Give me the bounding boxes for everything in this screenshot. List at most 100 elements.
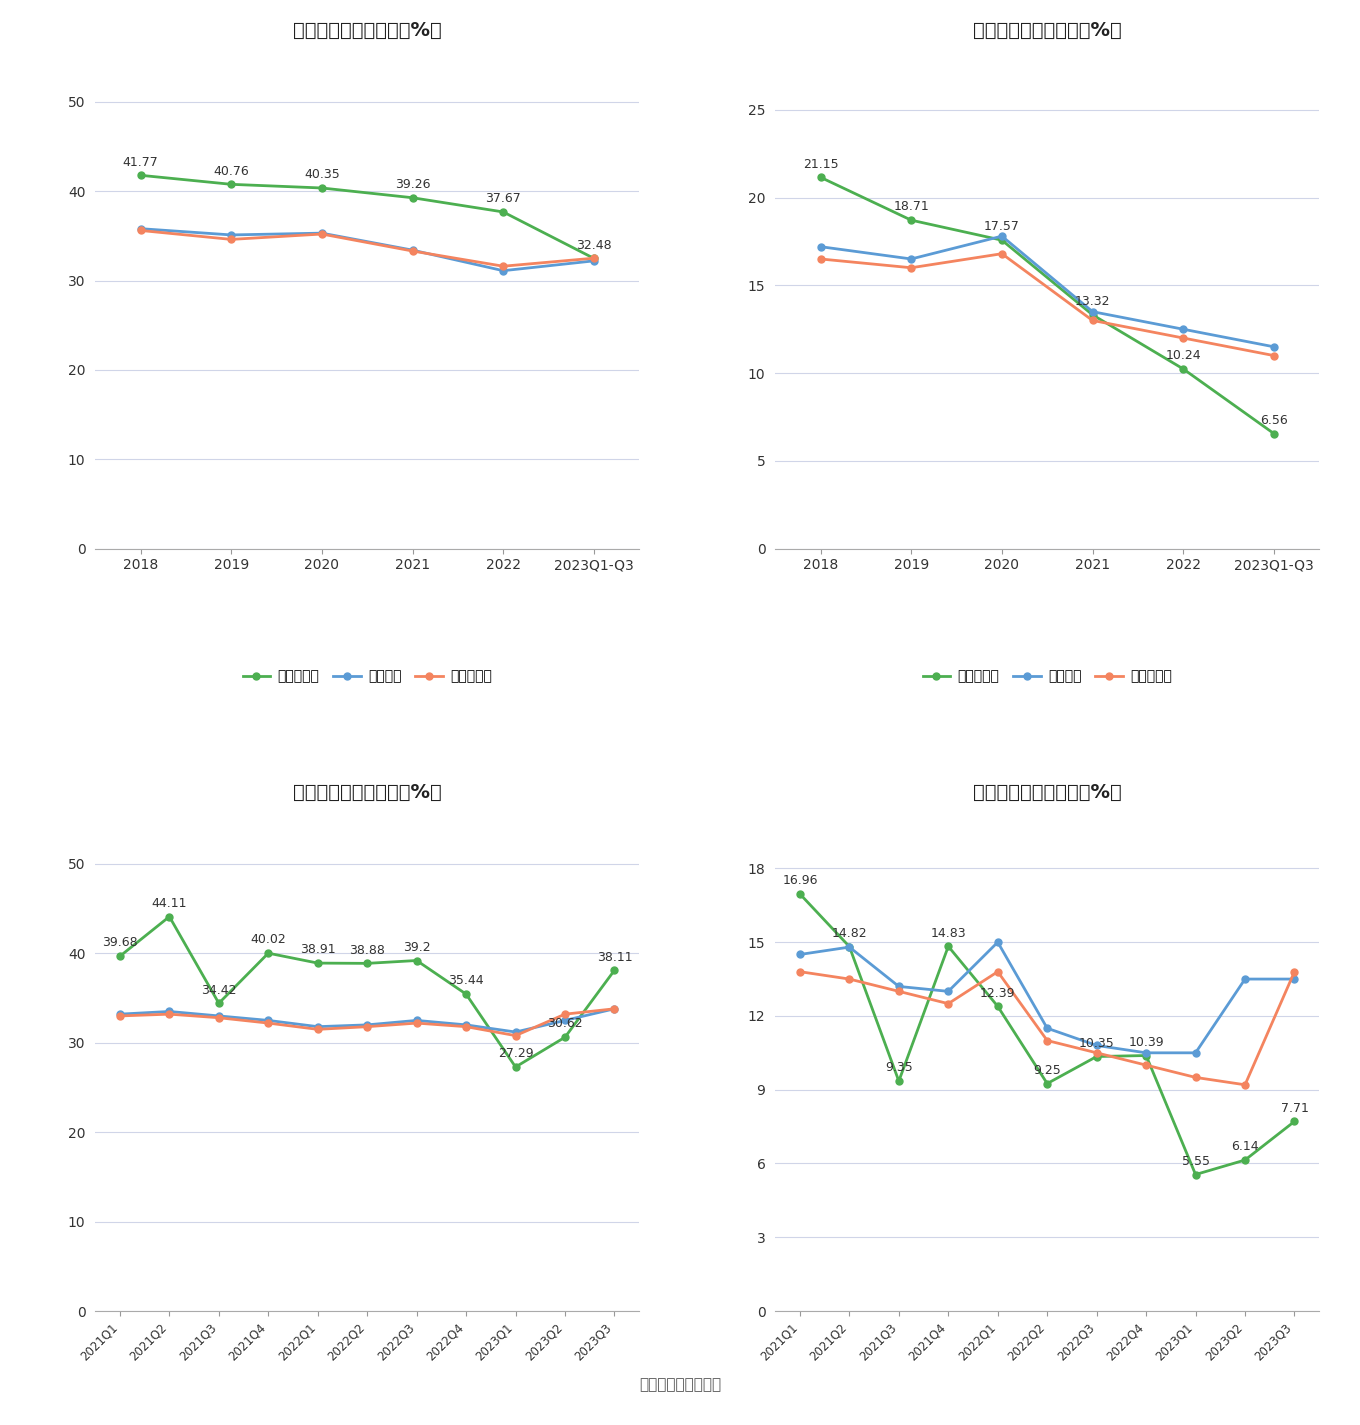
Text: 9.25: 9.25 bbox=[1034, 1064, 1061, 1077]
公司毛利率 bbox=[162, 908, 178, 925]
Title: 历年净利率变化情况（%）: 历年净利率变化情况（%） bbox=[972, 21, 1122, 40]
行业均值 bbox=[1138, 1045, 1155, 1062]
行业中位数 bbox=[990, 963, 1006, 980]
Line: 行业均值: 行业均值 bbox=[117, 1005, 617, 1036]
公司净利率 bbox=[1287, 1113, 1303, 1130]
Title: 季度净利率变化情况（%）: 季度净利率变化情况（%） bbox=[972, 784, 1122, 802]
Text: 40.35: 40.35 bbox=[305, 168, 340, 181]
Line: 行业中位数: 行业中位数 bbox=[797, 968, 1297, 1089]
行业中位数 bbox=[1236, 1076, 1253, 1093]
公司毛利率 bbox=[310, 955, 326, 972]
公司毛利率 bbox=[495, 204, 511, 221]
Text: 16.96: 16.96 bbox=[782, 875, 817, 888]
Text: 39.2: 39.2 bbox=[403, 940, 431, 953]
Text: 5.55: 5.55 bbox=[1182, 1154, 1209, 1168]
行业均值 bbox=[314, 225, 330, 242]
行业均值 bbox=[260, 1012, 276, 1029]
Line: 公司毛利率: 公司毛利率 bbox=[137, 172, 597, 262]
行业均值 bbox=[223, 227, 239, 244]
公司毛利率 bbox=[556, 1029, 573, 1046]
行业均值 bbox=[1287, 970, 1303, 988]
Text: 6.56: 6.56 bbox=[1259, 413, 1288, 427]
行业均值 bbox=[211, 1007, 227, 1025]
公司净利率 bbox=[792, 885, 808, 902]
公司毛利率 bbox=[586, 249, 602, 266]
行业中位数 bbox=[1287, 963, 1303, 980]
行业均值 bbox=[1266, 338, 1282, 355]
行业均值 bbox=[556, 1012, 573, 1029]
行业中位数 bbox=[1266, 348, 1282, 365]
Line: 行业均值: 行业均值 bbox=[817, 232, 1277, 351]
行业均值 bbox=[940, 983, 956, 1000]
公司净利率 bbox=[1175, 361, 1191, 378]
行业均值 bbox=[607, 1000, 623, 1017]
公司毛利率 bbox=[404, 190, 420, 207]
Text: 41.77: 41.77 bbox=[122, 155, 158, 168]
行业中位数 bbox=[359, 1017, 375, 1035]
行业中位数 bbox=[1175, 329, 1191, 346]
公司毛利率 bbox=[132, 167, 148, 184]
行业均值 bbox=[132, 219, 148, 237]
公司净利率 bbox=[940, 938, 956, 955]
行业均值 bbox=[812, 238, 828, 255]
行业中位数 bbox=[607, 1000, 623, 1017]
Text: 32.48: 32.48 bbox=[577, 238, 612, 252]
Text: 38.91: 38.91 bbox=[301, 943, 336, 956]
Text: 数据来源：恒生聚源: 数据来源：恒生聚源 bbox=[639, 1378, 721, 1392]
Text: 10.39: 10.39 bbox=[1129, 1036, 1164, 1049]
Text: 35.44: 35.44 bbox=[449, 975, 484, 988]
行业中位数 bbox=[1138, 1056, 1155, 1073]
行业中位数 bbox=[260, 1015, 276, 1032]
行业中位数 bbox=[404, 242, 420, 259]
行业中位数 bbox=[792, 963, 808, 980]
行业均值 bbox=[842, 939, 858, 956]
Line: 行业中位数: 行业中位数 bbox=[137, 227, 597, 269]
公司净利率 bbox=[1084, 306, 1100, 323]
Text: 13.32: 13.32 bbox=[1074, 295, 1110, 308]
行业中位数 bbox=[891, 983, 907, 1000]
行业均值 bbox=[495, 262, 511, 279]
Line: 行业中位数: 行业中位数 bbox=[117, 1005, 617, 1039]
公司毛利率 bbox=[458, 986, 475, 1003]
公司净利率 bbox=[1138, 1047, 1155, 1064]
行业中位数 bbox=[1187, 1069, 1204, 1086]
公司毛利率 bbox=[211, 995, 227, 1012]
Text: 37.67: 37.67 bbox=[486, 192, 521, 205]
Line: 公司毛利率: 公司毛利率 bbox=[117, 913, 617, 1070]
行业中位数 bbox=[507, 1027, 524, 1045]
行业中位数 bbox=[842, 970, 858, 988]
行业中位数 bbox=[112, 1007, 128, 1025]
公司净利率 bbox=[990, 997, 1006, 1015]
公司毛利率 bbox=[314, 180, 330, 197]
公司净利率 bbox=[994, 232, 1010, 249]
Text: 12.39: 12.39 bbox=[981, 986, 1016, 999]
行业均值 bbox=[1187, 1045, 1204, 1062]
行业均值 bbox=[1175, 321, 1191, 338]
行业中位数 bbox=[994, 245, 1010, 262]
Text: 9.35: 9.35 bbox=[885, 1062, 913, 1074]
Text: 10.35: 10.35 bbox=[1078, 1037, 1115, 1050]
Text: 14.82: 14.82 bbox=[831, 926, 868, 940]
公司净利率 bbox=[1088, 1047, 1104, 1064]
公司毛利率 bbox=[607, 962, 623, 979]
行业均值 bbox=[586, 252, 602, 269]
Text: 21.15: 21.15 bbox=[802, 158, 838, 171]
行业中位数 bbox=[903, 259, 919, 276]
行业均值 bbox=[408, 1012, 424, 1029]
公司毛利率 bbox=[112, 948, 128, 965]
Legend: 公司净利率, 行业均值, 行业中位数: 公司净利率, 行业均值, 行业中位数 bbox=[917, 664, 1178, 690]
公司净利率 bbox=[1236, 1151, 1253, 1168]
行业均值 bbox=[990, 933, 1006, 950]
Text: 6.14: 6.14 bbox=[1231, 1140, 1259, 1153]
公司毛利率 bbox=[359, 955, 375, 972]
行业均值 bbox=[891, 978, 907, 995]
行业均值 bbox=[458, 1016, 475, 1033]
Line: 公司净利率: 公司净利率 bbox=[817, 174, 1277, 437]
公司净利率 bbox=[1039, 1074, 1055, 1092]
行业均值 bbox=[112, 1006, 128, 1023]
行业中位数 bbox=[132, 222, 148, 239]
公司毛利率 bbox=[260, 945, 276, 962]
Text: 38.11: 38.11 bbox=[597, 950, 632, 963]
行业中位数 bbox=[940, 995, 956, 1012]
行业中位数 bbox=[408, 1015, 424, 1032]
